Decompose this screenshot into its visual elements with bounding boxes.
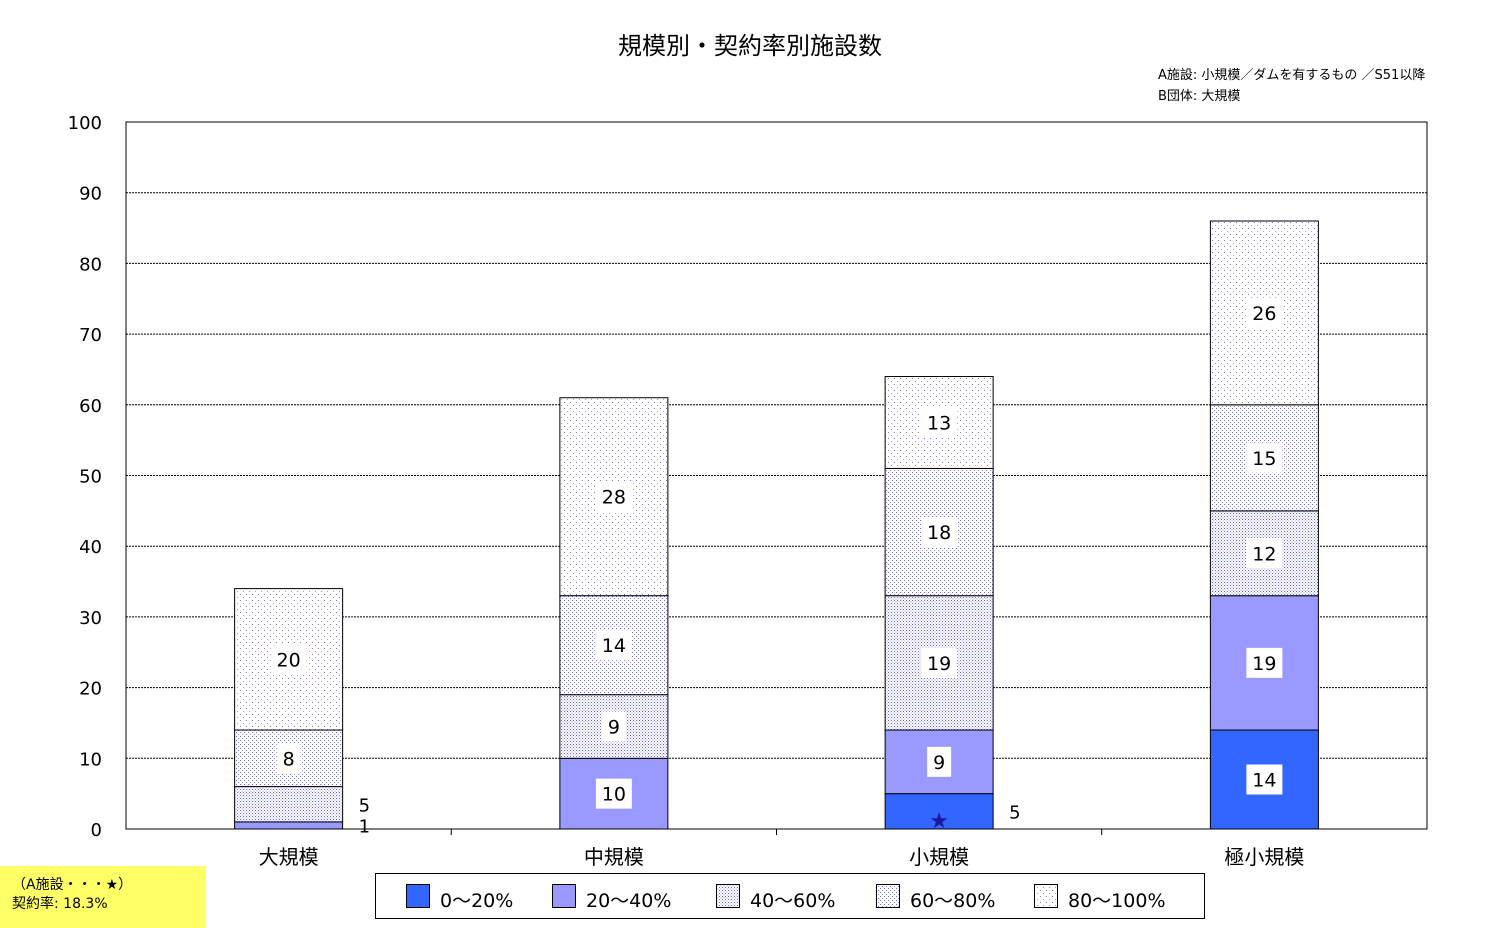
data-label-20-40-4: 19 xyxy=(1252,653,1276,675)
y-tick-label-0: 0 xyxy=(91,820,102,841)
bar-segment-0-20-3 xyxy=(884,793,994,830)
data-label-80-100-3: 13 xyxy=(927,412,951,434)
y-tick-label-70: 70 xyxy=(79,325,102,346)
data-label-80-100-2: 28 xyxy=(602,487,626,509)
y-tick-label-80: 80 xyxy=(79,254,102,275)
y-tick-label-20: 20 xyxy=(79,679,102,700)
data-label-60-80-1: 8 xyxy=(283,748,295,770)
data-label-40-60-1: 5 xyxy=(359,795,370,816)
legend-swatch-0-20 xyxy=(406,884,430,908)
marker-star: ★ xyxy=(929,809,949,834)
data-label-bg xyxy=(927,746,952,777)
x-category-label-3: 小規模 xyxy=(909,845,969,869)
data-label-bg xyxy=(921,647,958,678)
data-label-40-60-3: 19 xyxy=(927,653,951,675)
y-tick-label-60: 60 xyxy=(79,396,102,417)
data-label-bg xyxy=(1246,297,1283,328)
data-label-bg xyxy=(595,778,632,809)
chart-title: 規模別・契約率別施設数 xyxy=(618,32,882,60)
bar-segment-20-40-1 xyxy=(234,821,344,830)
data-label-bg xyxy=(921,407,958,438)
data-label-bg xyxy=(921,517,958,548)
y-tick-label-30: 30 xyxy=(79,608,102,629)
data-label-20-40-3: 9 xyxy=(933,752,945,774)
legend-swatch-40-60 xyxy=(716,884,740,908)
data-label-bg xyxy=(601,711,626,742)
legend-label-80-100: 80～100% xyxy=(1068,890,1166,912)
chart-legend: 0～20% 20～40% 40～60% 60～80% 80～100% xyxy=(375,873,1205,919)
bar-segment-40-60-1 xyxy=(234,786,344,823)
data-label-bg xyxy=(1246,764,1283,795)
y-tick-label-100: 100 xyxy=(68,113,102,134)
data-label-bg xyxy=(1246,647,1283,678)
legend-label-40-60: 40～60% xyxy=(750,890,836,912)
legend-swatch-20-40 xyxy=(552,884,576,908)
y-tick-label-10: 10 xyxy=(79,749,102,770)
y-tick-label-40: 40 xyxy=(79,537,102,558)
annotation-b-group: B団体: 大規模 xyxy=(1158,89,1241,104)
data-label-60-80-4: 15 xyxy=(1252,448,1276,470)
legend-swatch-60-80 xyxy=(876,884,900,908)
annotation-a-facility: A施設: 小規模／ダムを有するもの ／S51以降 xyxy=(1158,68,1426,83)
legend-label-20-40: 20～40% xyxy=(586,890,672,912)
data-label-80-100-1: 20 xyxy=(277,649,301,671)
legend-swatch-80-100 xyxy=(1034,884,1058,908)
footnote-box: （A施設・・・★） 契約率: 18.3% xyxy=(0,866,206,928)
data-label-60-80-3: 18 xyxy=(927,522,951,544)
x-category-label-1: 大規模 xyxy=(259,845,319,869)
data-label-bg xyxy=(595,481,632,512)
data-label-bg xyxy=(595,630,632,661)
data-label-0-20-4: 14 xyxy=(1252,770,1276,792)
y-tick-label-90: 90 xyxy=(79,184,102,205)
data-label-bg xyxy=(276,743,301,774)
x-category-label-4: 極小規模 xyxy=(1224,845,1304,869)
data-label-60-80-2: 14 xyxy=(602,635,626,657)
data-label-bg xyxy=(1246,538,1283,569)
data-label-0-20-3: 5 xyxy=(1009,802,1020,823)
footnote-line-1: （A施設・・・★） xyxy=(12,877,133,893)
legend-label-60-80: 60～80% xyxy=(910,890,996,912)
x-category-label-2: 中規模 xyxy=(584,845,644,869)
data-label-20-40-2: 10 xyxy=(602,784,626,806)
data-label-40-60-4: 12 xyxy=(1252,543,1276,565)
data-label-40-60-2: 9 xyxy=(608,716,620,738)
y-tick-label-50: 50 xyxy=(79,467,102,488)
footnote-line-2: 契約率: 18.3% xyxy=(12,896,108,912)
legend-label-0-20: 0～20% xyxy=(440,890,514,912)
data-label-bg xyxy=(270,644,307,675)
data-label-20-40-1: 1 xyxy=(359,816,370,837)
data-label-bg xyxy=(1246,442,1283,473)
data-label-80-100-4: 26 xyxy=(1252,303,1276,325)
